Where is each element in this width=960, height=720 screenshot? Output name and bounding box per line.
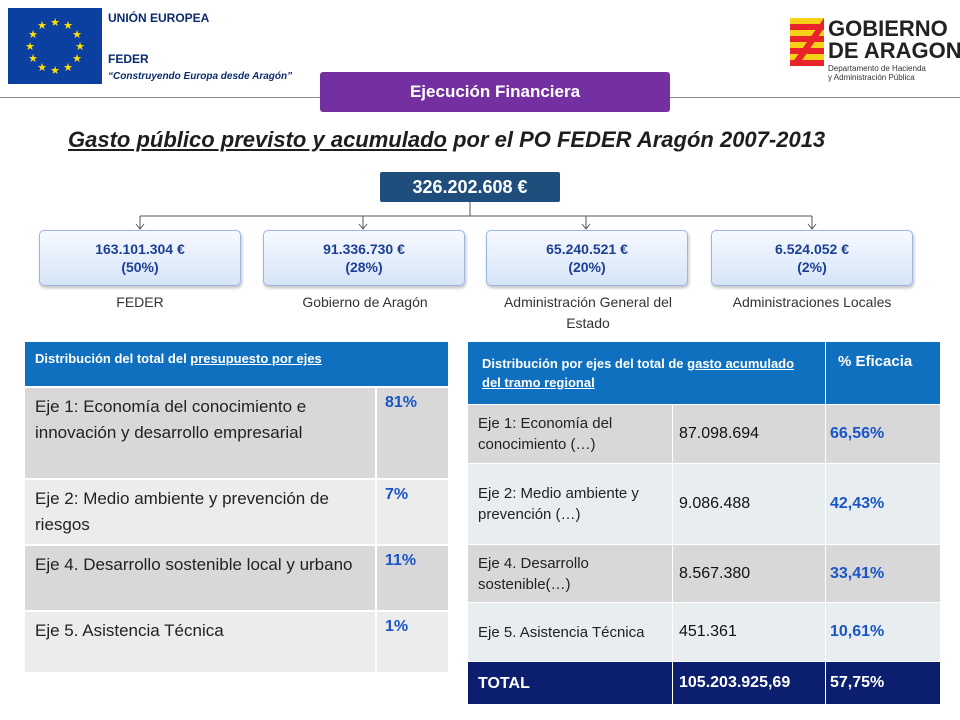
efficacy-cell: 10,61% <box>830 623 885 640</box>
svg-text:★: ★ <box>37 61 47 74</box>
feder-label: FEDER <box>108 52 149 66</box>
total-amount-box: 326.202.608 € <box>380 172 560 202</box>
table-header: Distribución del total del presupuesto p… <box>25 342 448 386</box>
axis-cell: Eje 1: Economía del conocimiento e innov… <box>35 397 307 442</box>
funding-name-administraciones-locales: Administraciones Locales <box>732 294 892 310</box>
header-main: Distribución por ejes del total de gasto… <box>468 342 826 404</box>
funding-box-administraciones-locales: 6.524.052 € (2%) <box>711 230 913 286</box>
gov-dept-line1: Departamento de Hacienda <box>828 64 926 73</box>
funding-box-administracion-general: 65.240.521 € (20%) <box>486 230 688 286</box>
amount-cell: 8.567.380 <box>673 545 826 602</box>
svg-text:★: ★ <box>25 40 35 53</box>
percent-cell: 11% <box>375 546 448 610</box>
funding-percent: (28%) <box>345 259 383 275</box>
aragon-shield-icon <box>790 18 824 66</box>
page-title: Gasto público previsto y acumulado por e… <box>68 126 938 154</box>
funding-amount: 163.101.304 € <box>95 241 185 257</box>
header-link: gasto acumulado del tramo regional <box>482 356 795 390</box>
accumulated-expenditure-table: Distribución por ejes del total de gasto… <box>468 342 940 704</box>
svg-text:★: ★ <box>75 40 85 53</box>
funding-amount: 65.240.521 € <box>546 241 628 257</box>
svg-text:★: ★ <box>37 19 47 32</box>
funding-percent: (50%) <box>121 259 159 275</box>
funding-box-gobierno-aragon: 91.336.730 € (28%) <box>263 230 465 286</box>
svg-text:★: ★ <box>63 61 73 74</box>
total-efficacy-cell: 57,75% <box>830 674 885 691</box>
axis-cell: Eje 4. Desarrollo sostenible(…) <box>468 545 673 602</box>
header-link: presupuesto por ejes <box>190 351 322 366</box>
table-row: Eje 2: Medio ambiente y prevención (…) 9… <box>468 463 940 544</box>
percent-cell: 7% <box>375 480 448 544</box>
table-row: Eje 1: Economía del conocimiento e innov… <box>25 386 448 478</box>
eu-title: UNIÓN EUROPEA <box>108 11 210 25</box>
total-amount-cell: 105.203.925,69 <box>673 662 826 704</box>
eu-slogan: “Construyendo Europa desde Aragón” <box>108 71 293 82</box>
svg-text:★: ★ <box>72 28 82 41</box>
gov-dept-line2: y Administración Pública <box>828 73 915 82</box>
header-efficacy: % Eficacia <box>838 353 913 370</box>
funding-percent: (2%) <box>797 259 827 275</box>
axis-cell: Eje 5. Asistencia Técnica <box>35 621 224 640</box>
svg-text:★: ★ <box>50 64 60 77</box>
funding-name-gobierno-aragon: Gobierno de Aragón <box>302 294 428 310</box>
axis-cell: Eje 1: Economía del conocimiento (…) <box>468 405 673 463</box>
percent-cell: 1% <box>375 612 448 672</box>
amount-cell: 87.098.694 <box>673 405 826 463</box>
section-banner: Ejecución Financiera <box>320 72 670 112</box>
funding-box-feder: 163.101.304 € (50%) <box>39 230 241 286</box>
table-row: Eje 4. Desarrollo sostenible local y urb… <box>25 544 448 610</box>
svg-text:★: ★ <box>63 19 73 32</box>
eu-stars-icon: ★ ★ ★ ★ ★ ★ ★ ★ ★ ★ ★ ★ <box>8 8 102 84</box>
budget-distribution-table: Distribución del total del presupuesto p… <box>25 342 448 672</box>
table-row: Eje 4. Desarrollo sostenible(…) 8.567.38… <box>468 544 940 602</box>
total-label-cell: TOTAL <box>468 662 673 704</box>
percent-cell: 81% <box>375 388 448 478</box>
funding-name-administracion-general: Administración General del Estado <box>503 294 673 331</box>
funding-percent: (20%) <box>568 259 606 275</box>
efficacy-cell: 66,56% <box>830 425 885 442</box>
table-total-row: TOTAL 105.203.925,69 57,75% <box>468 661 940 704</box>
funding-amount: 6.524.052 € <box>775 241 849 257</box>
gov-line2: DE ARAGON <box>828 38 960 63</box>
title-underlined: Gasto público previsto y acumulado <box>68 127 447 152</box>
svg-text:★: ★ <box>50 16 60 29</box>
eu-flag-logo: ★ ★ ★ ★ ★ ★ ★ ★ ★ ★ ★ ★ <box>8 8 102 84</box>
funding-name-feder: FEDER <box>116 294 164 310</box>
table-row: Eje 1: Economía del conocimiento (…) 87.… <box>468 404 940 463</box>
funding-amount: 91.336.730 € <box>323 241 405 257</box>
table-row: Eje 2: Medio ambiente y prevención de ri… <box>25 478 448 544</box>
table-header: Distribución por ejes del total de gasto… <box>468 342 940 404</box>
axis-cell: Eje 4. Desarrollo sostenible local y urb… <box>35 555 353 574</box>
amount-cell: 451.361 <box>673 603 826 661</box>
gov-line1: GOBIERNO <box>828 16 948 41</box>
amount-cell: 9.086.488 <box>673 464 826 544</box>
axis-cell: Eje 2: Medio ambiente y prevención (…) <box>468 464 673 544</box>
table-row: Eje 5. Asistencia Técnica 451.361 10,61% <box>468 602 940 661</box>
svg-text:★: ★ <box>72 52 82 65</box>
efficacy-cell: 42,43% <box>830 495 885 512</box>
axis-cell: Eje 5. Asistencia Técnica <box>468 603 673 661</box>
header-prefix: Distribución del total del <box>35 351 191 366</box>
title-rest: por el PO FEDER Aragón 2007-2013 <box>446 127 826 152</box>
header-prefix: Distribución por ejes del total de <box>482 356 688 371</box>
svg-text:★: ★ <box>28 52 38 65</box>
axis-cell: Eje 2: Medio ambiente y prevención de ri… <box>35 489 329 534</box>
gobierno-aragon-logo: GOBIERNO DE ARAGON Departamento de Hacie… <box>790 14 960 84</box>
efficacy-cell: 33,41% <box>830 564 885 582</box>
org-connectors <box>135 202 817 230</box>
svg-text:★: ★ <box>28 28 38 41</box>
table-row: Eje 5. Asistencia Técnica 1% <box>25 610 448 672</box>
